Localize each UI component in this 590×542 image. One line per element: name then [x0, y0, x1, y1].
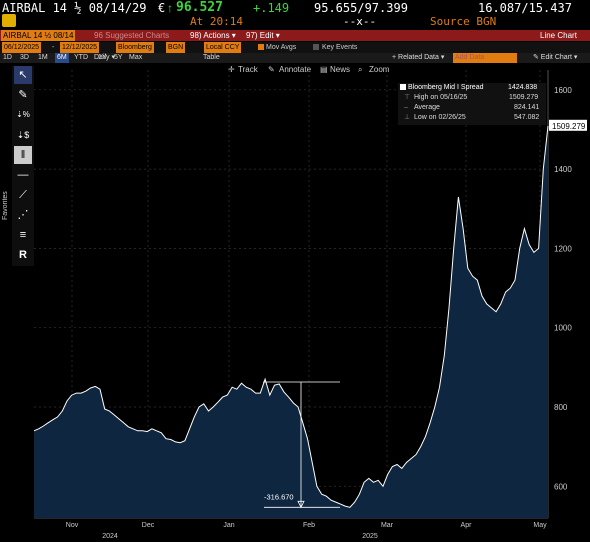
- vertical-lines-icon[interactable]: ‖: [14, 146, 32, 164]
- actions-menu[interactable]: 98) Actions ▾: [190, 31, 236, 40]
- period-tab-ytd[interactable]: YTD: [74, 54, 88, 61]
- last-price: 96.527: [176, 0, 223, 15]
- source-field[interactable]: Bloomberg: [116, 42, 154, 53]
- regression-icon[interactable]: R: [19, 249, 27, 261]
- period-tab-1d[interactable]: 1D: [3, 54, 12, 61]
- y-tick-label: 1600: [554, 86, 572, 95]
- y-tick-label: 1000: [554, 324, 572, 333]
- drawing-tools: ↖ ✎ ⇣% ⇣$ ‖ — ⟋ ⋰ ≡ R: [12, 66, 34, 266]
- options-bar: 06/12/2025 - 12/12/2025 Bloomberg BGN Lo…: [0, 42, 590, 53]
- horizontal-line-icon[interactable]: —: [17, 169, 29, 181]
- series-area: [34, 125, 548, 519]
- key-events-label[interactable]: Key Events: [322, 44, 358, 51]
- annotate-button[interactable]: Annotate: [279, 65, 312, 74]
- low-marker-icon: ⊥: [404, 114, 411, 121]
- table-button[interactable]: Table: [203, 54, 220, 61]
- start-date-field[interactable]: 06/12/2025: [2, 42, 42, 53]
- related-data-button[interactable]: + Related Data ▾: [392, 54, 445, 61]
- date-separator: -: [52, 44, 55, 51]
- series-line: [33, 125, 549, 508]
- bid-ask: 95.655/97.399: [314, 1, 408, 15]
- annotate-icon[interactable]: ✎: [268, 65, 275, 74]
- security-field[interactable]: AIRBAL 14 ½ 08/14: [1, 30, 76, 41]
- period-tab-3d[interactable]: 3D: [20, 54, 29, 61]
- last-value-marker: [549, 119, 587, 131]
- legend-high-label: High on 05/16/25: [414, 94, 468, 101]
- pen-icon[interactable]: ✎: [18, 89, 28, 101]
- edit-chart-button[interactable]: ✎ Edit Chart ▾: [533, 54, 578, 61]
- up-arrow-icon: ↑: [167, 1, 173, 15]
- legend-avg-value: 824.141: [514, 104, 540, 111]
- chart-type-title: Line Chart: [540, 31, 577, 40]
- zoom-icon[interactable]: ⌕: [358, 65, 363, 74]
- y-tick-label: 600: [554, 482, 568, 491]
- legend-avg-label: Average: [414, 104, 440, 111]
- series-swatch: [400, 84, 406, 90]
- quote-header: AIRBAL 14 ½ 08/14/29 € ↑ 96.527 +.149 95…: [0, 0, 590, 30]
- add-data-input[interactable]: Add Data: [453, 53, 517, 63]
- currency-symbol: €: [158, 1, 166, 15]
- average-marker-icon: –: [404, 104, 408, 111]
- legend-last-value: 1424.838: [508, 84, 538, 91]
- period-tab-1m[interactable]: 1M: [38, 54, 48, 61]
- x-tick-label: Mar: [381, 522, 394, 529]
- legend-series-name: Bloomberg Mid I Spread: [408, 84, 484, 91]
- annotation-arrow-icon: [297, 500, 305, 509]
- x-tick-label: Apr: [461, 522, 473, 529]
- period-tab-max[interactable]: Max: [129, 54, 143, 61]
- percent-change-icon[interactable]: ⇣%: [16, 110, 30, 119]
- trend-line-icon[interactable]: ⟋: [19, 189, 27, 201]
- chart-legend: Bloomberg Mid I Spread 1424.838 ⊤ High o…: [398, 83, 546, 125]
- last-value-label: 1509.279: [552, 122, 586, 131]
- ticker-label: AIRBAL 14 ½ 08/14/29: [2, 1, 147, 15]
- track-button[interactable]: Track: [238, 65, 258, 74]
- news-button[interactable]: News: [330, 65, 351, 74]
- period-tab-1y[interactable]: 1Y: [98, 54, 107, 61]
- suggested-charts-menu[interactable]: 96 Suggested Charts: [94, 31, 170, 40]
- key-events-checkbox[interactable]: [313, 44, 319, 50]
- price-change: +.149: [253, 1, 290, 15]
- function-menubar: AIRBAL 14 ½ 08/14 96 Suggested Charts 98…: [0, 30, 590, 41]
- end-date-field[interactable]: 12/12/2025: [60, 42, 100, 53]
- high-marker-icon: ⊤: [404, 94, 411, 101]
- edit-menu[interactable]: 97) Edit ▾: [246, 31, 280, 40]
- currency-field[interactable]: Local CCY: [204, 42, 242, 53]
- x-tick-label: Feb: [303, 522, 315, 529]
- frequency-select[interactable]: Daily ▾: [94, 54, 116, 61]
- x-tick-label: Dec: [142, 522, 155, 529]
- period-tab-5y[interactable]: 5Y: [114, 54, 123, 61]
- cursor-icon[interactable]: ↖: [14, 66, 32, 84]
- pricing-field[interactable]: BGN: [166, 42, 186, 53]
- x-tick-label: May: [533, 522, 547, 529]
- bid-ask-spread: 16.087/15.437: [478, 1, 572, 15]
- y-tick-label: 800: [554, 403, 568, 412]
- y-tick-label: 1200: [554, 244, 572, 253]
- period-tab-6m[interactable]: 6M: [55, 53, 69, 63]
- alert-icon[interactable]: [2, 14, 16, 27]
- y-tick-label: 1400: [554, 165, 572, 174]
- legend-low-label: Low on 02/26/25: [414, 114, 466, 121]
- x-marker: --x--: [343, 15, 377, 28]
- year-label: 2025: [362, 533, 378, 540]
- year-label: 2024: [102, 533, 118, 540]
- time-label: At 20:14: [190, 15, 243, 28]
- chart-svg: Nov Dec Jan Feb Mar Apr May 2024 2025 600 800 1000 1…: [33, 70, 587, 540]
- zoom-button[interactable]: Zoom: [369, 65, 390, 74]
- x-tick-label: Nov: [66, 522, 79, 529]
- source-label: Source BGN: [430, 15, 497, 28]
- mov-avgs-label[interactable]: Mov Avgs: [266, 44, 297, 51]
- period-tabbar: Daily ▾ Table + Related Data ▾ Add Data …: [0, 53, 590, 63]
- chart-toolbar: ✛ Track ✎ Annotate ▤ News ⌕ Zoom: [0, 64, 590, 76]
- x-tick-label: Jan: [223, 522, 234, 529]
- annotation-label: -316.670: [264, 492, 294, 501]
- legend-high-value: 1509.279: [509, 94, 539, 101]
- news-icon[interactable]: ▤: [320, 65, 328, 74]
- value-change-icon[interactable]: ⇣$: [16, 130, 30, 140]
- channel-icon[interactable]: ⋰: [17, 209, 29, 221]
- mov-avgs-checkbox[interactable]: [258, 44, 264, 50]
- fibonacci-icon[interactable]: ≡: [19, 229, 27, 241]
- crosshair-icon[interactable]: ✛: [228, 65, 235, 74]
- legend-low-value: 547.082: [514, 114, 540, 121]
